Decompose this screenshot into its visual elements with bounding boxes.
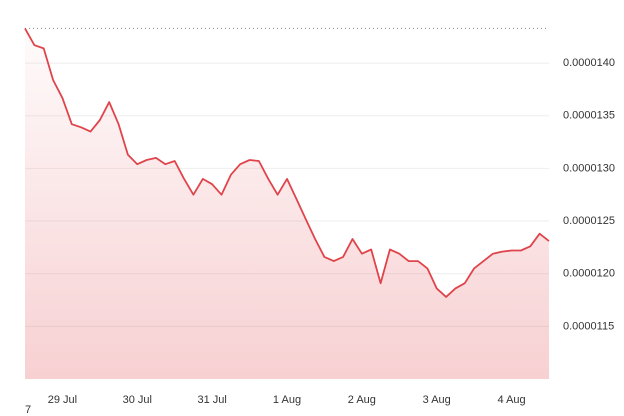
price-line [24, 27, 550, 298]
x-tick-label: 4 Aug [498, 394, 526, 406]
y-tick-label: 0.0000130 [563, 162, 615, 174]
y-tick-label: 0.0000125 [563, 215, 615, 227]
y-tick-label: 0.0000120 [563, 268, 615, 280]
y-tick-label: 0.0000140 [563, 57, 615, 69]
x-tick-label: 30 Jul [123, 394, 152, 406]
y-tick-label: 0.0000115 [563, 320, 614, 332]
x-tick-label: 2 Aug [348, 394, 376, 406]
x-tick-label: 3 Aug [423, 394, 451, 406]
x-tick-label: 31 Jul [197, 394, 226, 406]
x-tick-label: 29 Jul [48, 394, 77, 406]
area [25, 28, 549, 380]
logo: 7 [25, 404, 31, 416]
y-tick-label: 0.0000135 [563, 110, 615, 122]
x-tick-label: 1 Aug [273, 394, 301, 406]
